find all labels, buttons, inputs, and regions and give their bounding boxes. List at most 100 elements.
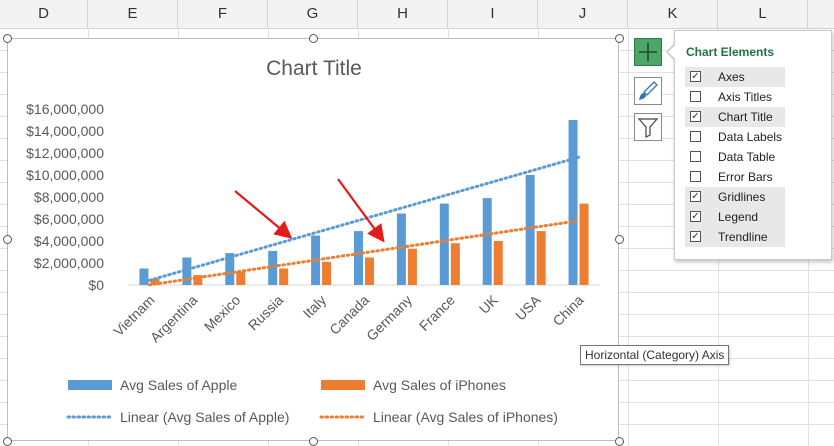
panel-item-gridlines[interactable]: ✓ Gridlines [685,187,785,207]
bar-iphone[interactable] [450,243,460,285]
panel-item-axes[interactable]: ✓ Axes [685,67,785,87]
legend-label-apple_trend[interactable]: Linear (Avg Sales of Apple) [120,409,289,425]
bar-apple[interactable] [482,198,492,285]
checkbox-label: Axes [718,70,745,84]
checkbox[interactable]: ✓ [690,211,701,222]
panel-pointer-fill [668,45,675,59]
x-tick-label: Italy [300,292,329,321]
panel-item-data-labels[interactable]: Data Labels [685,127,785,147]
panel-item-error-bars[interactable]: Error Bars [685,167,785,187]
checkbox-label: Chart Title [718,110,773,124]
column-header-g[interactable]: G [268,0,358,28]
column-header-e[interactable]: E [88,0,178,28]
chart-filters-button[interactable] [634,113,662,141]
checkbox[interactable]: ✓ [690,191,701,202]
column-header-l[interactable]: L [718,0,808,28]
legend-label-iphone[interactable]: Avg Sales of iPhones [373,377,506,393]
column-header-i[interactable]: I [448,0,538,28]
bar-apple[interactable] [225,253,235,285]
bar-iphone[interactable] [579,203,589,285]
panel-item-chart-title[interactable]: ✓ Chart Title [685,107,785,127]
paintbrush-icon [639,81,658,100]
bar-apple[interactable] [525,175,535,285]
trendline-apple[interactable] [147,155,581,282]
trendline-iphone[interactable] [147,219,581,287]
resize-handle-left[interactable] [3,235,12,244]
resize-handle-bottom-left[interactable] [3,437,12,446]
column-gridline [628,28,629,446]
bar-apple[interactable] [354,231,363,285]
x-tick-label: UK [476,291,502,317]
checkbox[interactable] [690,91,701,102]
legend-swatch-iphone[interactable] [321,380,365,390]
checkbox[interactable]: ✓ [690,231,701,242]
resize-handle-bottom-right[interactable] [615,437,624,446]
chart-elements-panel: Chart Elements ✓ Axes Axis Titles ✓ Chart Ti… [674,30,832,260]
annotation-arrow [234,190,293,239]
bar-iphone[interactable] [536,231,546,285]
panel-title: Chart Elements [686,45,775,59]
bar-iphone[interactable] [365,257,374,286]
y-tick-label: $0 [88,277,104,293]
y-tick-label: $10,000,000 [26,167,104,183]
bar-apple[interactable] [182,257,192,286]
y-tick-label: $2,000,000 [34,255,104,271]
checkbox-label: Gridlines [718,190,766,204]
legend-label-iphone_trend[interactable]: Linear (Avg Sales of iPhones) [373,409,558,425]
x-tick-label: Germany [363,292,415,344]
bar-apple[interactable] [139,268,149,286]
y-tick-label: $14,000,000 [26,123,104,139]
y-tick-label: $6,000,000 [34,211,104,227]
legend-swatch-apple[interactable] [68,380,112,390]
legend-label-apple[interactable]: Avg Sales of Apple [120,377,237,393]
column-header-d[interactable]: D [0,0,88,28]
bar-apple[interactable] [568,120,578,285]
panel-item-data-table[interactable]: Data Table [685,147,785,167]
funnel-icon [637,118,659,138]
bar-apple[interactable] [396,213,406,286]
panel-item-axis-titles[interactable]: Axis Titles [685,87,785,107]
chart-elements-button[interactable] [634,38,662,66]
x-tick-label: Mexico [201,292,244,335]
checkbox-label: Data Labels [718,130,783,144]
resize-handle-top[interactable] [309,34,318,43]
y-tick-label: $12,000,000 [26,145,104,161]
panel-item-legend[interactable]: ✓ Legend [685,207,785,227]
chart-plot[interactable]: $0 $2,000,000 $4,000,000 $6,000,000 $8,000,0… [8,39,618,440]
bar-iphone[interactable] [407,248,417,285]
bar-iphone[interactable] [236,271,246,285]
resize-handle-top-left[interactable] [3,34,12,43]
bar-iphone[interactable] [279,268,289,286]
column-header-j[interactable]: J [538,0,628,28]
checkbox-label: Axis Titles [718,90,773,104]
checkbox[interactable] [690,151,701,162]
checkbox-label: Legend [718,210,759,224]
resize-handle-top-right[interactable] [615,34,624,43]
bar-iphone[interactable] [322,261,332,285]
checkbox[interactable] [690,171,701,182]
x-tick-label: France [416,292,458,334]
checkbox-label: Error Bars [718,170,773,184]
checkbox[interactable]: ✓ [690,111,701,122]
bar-apple[interactable] [439,203,449,285]
chart-title[interactable]: Chart Title [266,57,362,80]
checkbox-label: Data Table [718,150,776,164]
resize-handle-right[interactable] [615,235,624,244]
chart-area[interactable]: Chart Title $0 $2,000,000 $4,000,000 $6,000… [7,38,619,441]
chart-styles-button[interactable] [634,77,662,105]
annotation-arrow [337,178,385,243]
resize-handle-bottom[interactable] [309,437,318,446]
plus-icon [639,43,657,61]
bar-iphone[interactable] [193,275,203,285]
checkbox[interactable]: ✓ [690,71,701,82]
panel-item-trendline[interactable]: ✓ Trendline [685,227,785,247]
bar-apple[interactable] [268,250,278,285]
column-header-h[interactable]: H [358,0,448,28]
bar-iphone[interactable] [150,278,160,285]
column-header-f[interactable]: F [178,0,268,28]
checkbox[interactable] [690,131,701,142]
y-tick-label: $16,000,000 [26,101,104,117]
column-header-k[interactable]: K [628,0,718,28]
bar-iphone[interactable] [493,241,503,285]
